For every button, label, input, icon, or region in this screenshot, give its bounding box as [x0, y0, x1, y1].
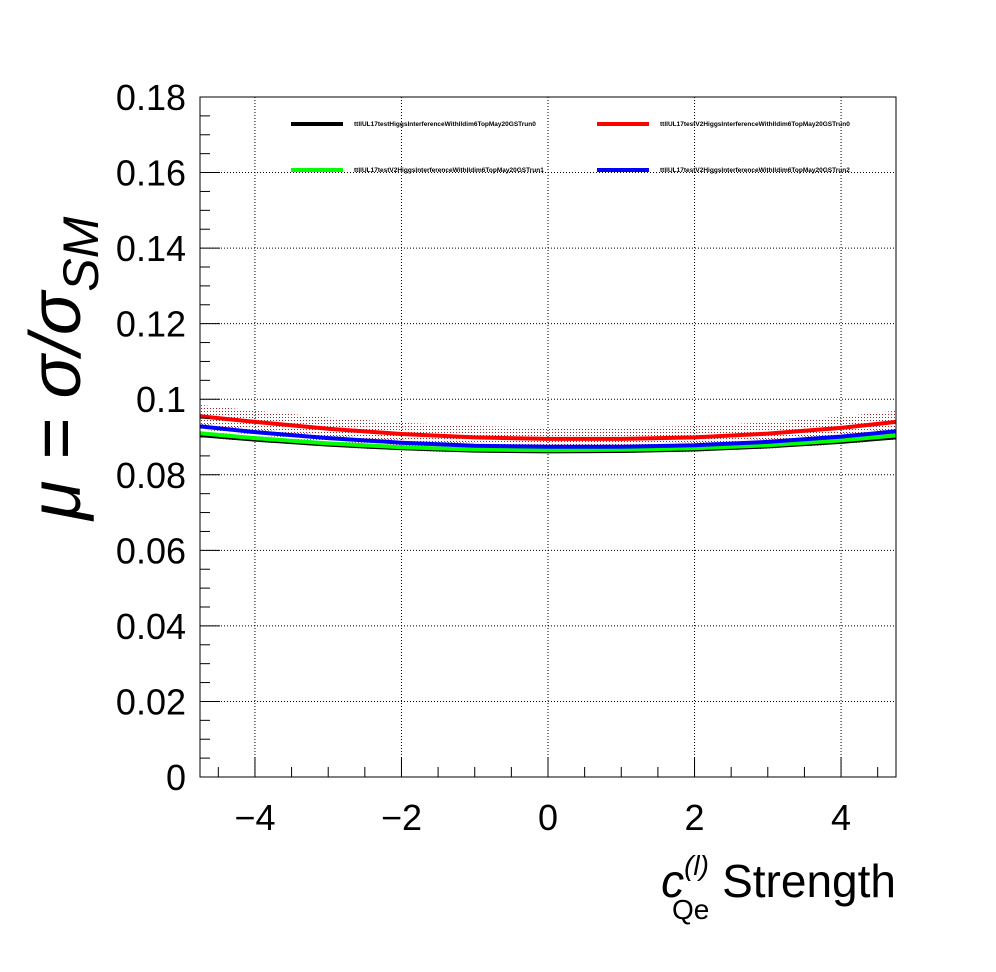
x-tick-label: 2	[685, 797, 705, 838]
x-tick-label: 0	[538, 797, 558, 838]
y-axis-label: μ = σ/σSM	[16, 216, 109, 522]
legend-label: ttllUL17testV2HiggsInterferenceWithlldim…	[660, 121, 850, 128]
x-axis-label-superscript: (l)	[684, 850, 709, 881]
legend-label: ttllUL17testV2HiggsInterferenceWithlldim…	[660, 167, 850, 174]
y-tick-labels: 0 0.02 0.04 0.06 0.08 0.1 0.12 0.14 0.16 0.18	[116, 77, 186, 798]
axis-ticks	[200, 96, 879, 778]
x-tick-label: −2	[381, 797, 422, 838]
x-axis-label-subscript: Qe	[672, 894, 709, 925]
series-line	[199, 431, 897, 453]
y-tick-label: 0.16	[116, 153, 186, 194]
legend-label: ttllUL17testHiggsInterferenceWithlldim6T…	[354, 121, 536, 128]
x-tick-label: 4	[831, 797, 851, 838]
y-tick-label: 0.14	[116, 228, 186, 269]
legend: ttllUL17testHiggsInterferenceWithlldim6T…	[291, 121, 850, 174]
y-tick-label: 0.08	[116, 455, 186, 496]
x-axis-label-symbol: c	[661, 855, 684, 907]
legend-label: ttllUL17testV2HiggsInterferenceWithlldim…	[354, 167, 544, 174]
x-tick-label: −4	[234, 797, 275, 838]
series-lines	[199, 414, 897, 454]
y-tick-label: 0.1	[136, 379, 186, 420]
y-tick-label: 0.12	[116, 304, 186, 345]
y-axis-label-subscript: SM	[53, 216, 109, 291]
x-axis-label-suffix: Strength	[709, 855, 896, 907]
y-tick-label: 0.06	[116, 530, 186, 571]
series-line	[199, 414, 897, 441]
x-tick-labels: −4 −2 0 2 4	[234, 797, 851, 838]
x-axis-label: c(l) Qe Strength	[661, 850, 896, 925]
y-axis-label-main: μ = σ/σ	[16, 289, 96, 522]
series-line	[199, 424, 897, 449]
y-tick-label: 0.04	[116, 606, 186, 647]
y-tick-label: 0	[166, 757, 186, 798]
y-tick-label: 0.18	[116, 77, 186, 118]
y-tick-label: 0.02	[116, 681, 186, 722]
